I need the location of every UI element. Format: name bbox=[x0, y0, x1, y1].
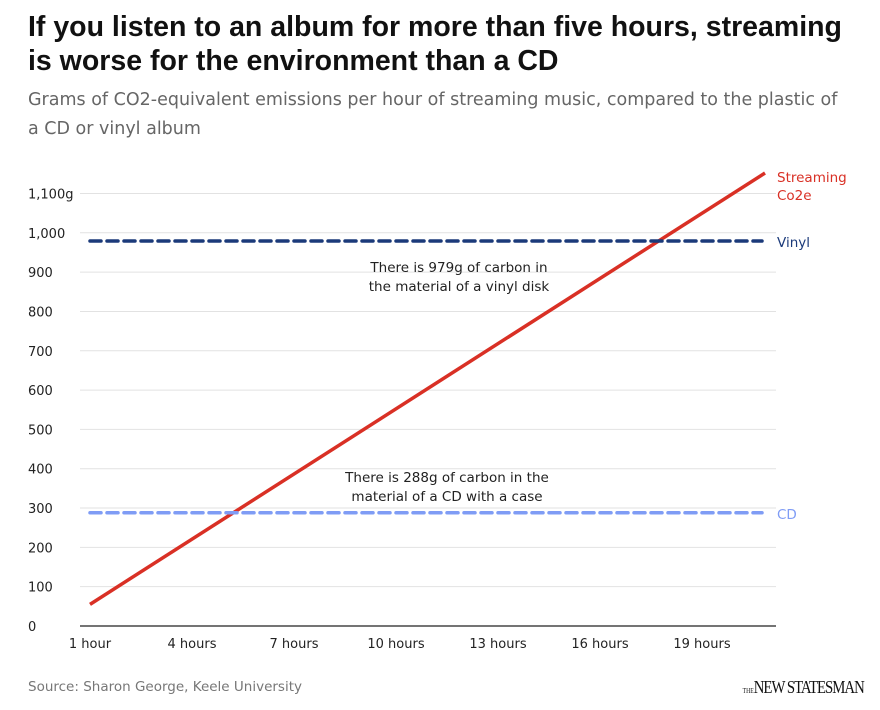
series-label: Co2e bbox=[777, 188, 812, 204]
x-tick-label: 16 hours bbox=[571, 637, 628, 652]
source-note: Source: Sharon George, Keele University bbox=[28, 679, 303, 695]
x-tick-label: 10 hours bbox=[367, 637, 424, 652]
x-tick-label: 4 hours bbox=[168, 637, 217, 652]
annotation-text: the material of a vinyl disk bbox=[369, 279, 550, 295]
y-tick-label: 800 bbox=[28, 305, 53, 320]
y-tick-label: 900 bbox=[28, 266, 53, 281]
annotation-text: There is 288g of carbon in the bbox=[344, 470, 549, 486]
x-tick-label: 1 hour bbox=[69, 637, 112, 652]
series-label: Vinyl bbox=[777, 235, 810, 251]
y-tick-label: 1,100g bbox=[28, 187, 73, 202]
series-line-streaming-co2e bbox=[89, 171, 766, 606]
y-tick-label: 300 bbox=[28, 502, 53, 517]
y-tick-label: 200 bbox=[28, 541, 53, 556]
y-tick-label: 700 bbox=[28, 345, 53, 360]
x-tick-label: 7 hours bbox=[270, 637, 319, 652]
y-tick-label: 100 bbox=[28, 581, 53, 596]
y-tick-label: 600 bbox=[28, 384, 53, 399]
series-label: CD bbox=[777, 507, 797, 523]
annotation-text: material of a CD with a case bbox=[351, 489, 542, 505]
annotation-text: There is 979g of carbon in bbox=[369, 260, 547, 276]
y-tick-label: 0 bbox=[28, 620, 36, 635]
y-tick-label: 1,000 bbox=[28, 227, 65, 242]
x-tick-label: 19 hours bbox=[673, 637, 730, 652]
x-tick-label: 13 hours bbox=[469, 637, 526, 652]
chart-title: If you listen to an album for more than … bbox=[28, 11, 842, 77]
chart-subtitle: Grams of CO2-equivalent emissions per ho… bbox=[28, 90, 838, 139]
y-tick-label: 400 bbox=[28, 463, 53, 478]
series-label: Streaming bbox=[777, 170, 847, 186]
new-statesman-logo: THENEW STATESMAN bbox=[742, 677, 865, 697]
y-tick-label: 500 bbox=[28, 423, 53, 438]
